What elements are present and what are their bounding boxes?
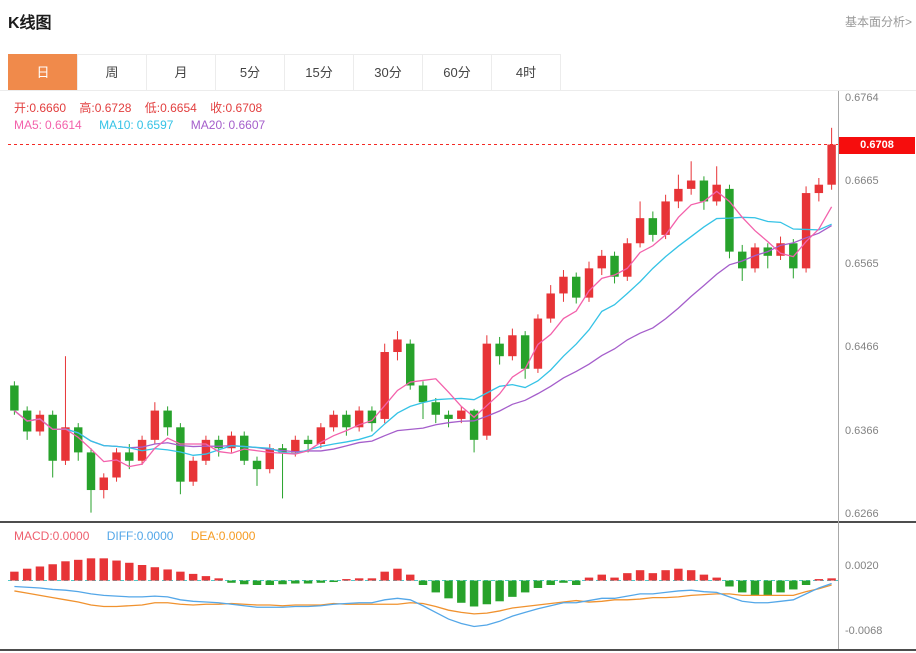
tab-周[interactable]: 周: [77, 54, 147, 91]
price-axis-label: 0.6266: [845, 508, 879, 521]
price-axis-label: 0.6466: [845, 340, 879, 353]
tab-15分[interactable]: 15分: [284, 54, 354, 91]
price-axis-label: 0.6764: [845, 91, 879, 104]
dea-value-legend: DEA:0.0000: [190, 529, 256, 543]
ma5-legend: MA5: 0.6614: [14, 118, 82, 132]
ohlc-legend: 开:0.6660 高:0.6728 低:0.6654 收:0.6708: [14, 99, 272, 116]
close-legend: 收:0.6708: [210, 101, 263, 115]
ma10-legend: MA10: 0.6597: [99, 118, 174, 132]
current-price-tag: 0.6708: [839, 136, 915, 154]
tab-5分[interactable]: 5分: [215, 54, 285, 91]
tab-月[interactable]: 月: [146, 54, 216, 91]
low-legend: 低:0.6654: [144, 101, 197, 115]
tab-4时[interactable]: 4时: [491, 54, 561, 91]
macd-legend: MACD:0.0000 DIFF:0.0000 DEA:0.0000: [14, 529, 269, 543]
tabbar-divider: [0, 90, 916, 91]
price-axis-label: 0.6366: [845, 424, 879, 437]
bottom-divider: [0, 649, 916, 651]
macd-axis-label: -0.0068: [845, 624, 883, 637]
page-title: K线图: [8, 15, 52, 32]
diff-value-legend: DIFF:0.0000: [106, 529, 174, 543]
candlestick-chart[interactable]: [8, 91, 838, 521]
tab-60分[interactable]: 60分: [422, 54, 492, 91]
price-axis-label: 0.6665: [845, 174, 879, 187]
price-axis-label: 0.6565: [845, 258, 879, 271]
macd-value-legend: MACD:0.0000: [14, 529, 90, 543]
price-axis-line: [838, 91, 839, 649]
ma20-legend: MA20: 0.6607: [190, 118, 266, 132]
open-legend: 开:0.6660: [14, 101, 67, 115]
tab-30分[interactable]: 30分: [353, 54, 423, 91]
fundamental-analysis-link[interactable]: 基本面分析>: [844, 15, 912, 29]
macd-chart[interactable]: [8, 525, 838, 645]
period-tabs: 日周月 5分 15分 30分 60分 4时: [8, 54, 561, 91]
ma-legend: MA5: 0.6614 MA10: 0.6597 MA20: 0.6607: [14, 118, 279, 132]
macd-axis-label: 0.0020: [845, 559, 879, 572]
high-legend: 高:0.6728: [79, 101, 132, 115]
tab-日[interactable]: 日: [8, 54, 78, 91]
panel-divider: [0, 521, 916, 523]
